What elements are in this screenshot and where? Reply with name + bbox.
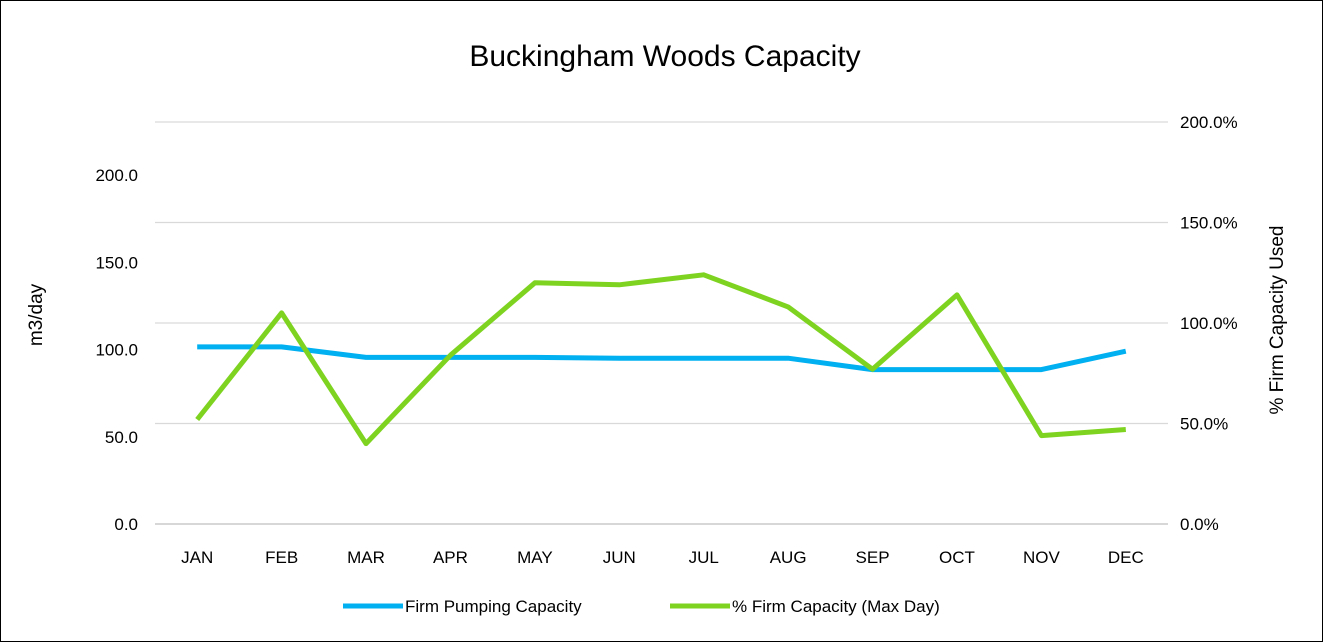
series-line-firm-pumping-capacity [197,344,1127,373]
right-tick-label: 100.0% [1180,314,1238,333]
x-tick-label: AUG [770,548,807,567]
left-tick-label: 150.0 [95,253,138,272]
series-line-firm-capacity-max-day [195,272,1126,447]
left-axis-title: m3/day [26,283,47,346]
legend-label-firm-capacity-max-day: % Firm Capacity (Max Day) [732,597,940,616]
legend-label-firm-pumping-capacity: Firm Pumping Capacity [405,597,582,616]
right-axis-ticks: 0.0% 50.0% 100.0% 150.0% 200.0% [1180,113,1238,534]
gridlines [155,121,1168,525]
x-tick-label: NOV [1023,548,1061,567]
x-tick-label: JUN [603,548,636,567]
left-tick-label: 50.0 [105,428,138,447]
series-lines [195,272,1127,447]
x-tick-label: MAY [517,548,553,567]
left-tick-label: 100.0 [95,341,138,360]
right-tick-label: 0.0% [1180,515,1219,534]
x-tick-label: MAR [347,548,385,567]
legend: Firm Pumping Capacity % Firm Capacity (M… [343,597,940,616]
x-tick-label: FEB [265,548,298,567]
left-tick-label: 0.0 [114,515,138,534]
right-tick-label: 150.0% [1180,214,1238,233]
left-axis-ticks: 0.0 50.0 100.0 150.0 200.0 [95,166,138,534]
right-tick-label: 200.0% [1180,113,1238,132]
x-tick-label: JUL [689,548,719,567]
right-tick-label: 50.0% [1180,415,1228,434]
x-tick-label: APR [433,548,468,567]
x-tick-label: JAN [181,548,213,567]
x-tick-label: SEP [856,548,890,567]
left-tick-label: 200.0 [95,166,138,185]
chart-title: Buckingham Woods Capacity [469,40,860,73]
x-tick-label: OCT [939,548,975,567]
x-tick-label: DEC [1108,548,1144,567]
x-axis-ticks: JAN FEB MAR APR MAY JUN JUL AUG SEP OCT NOV DEC [181,548,1144,567]
right-axis-title: % Firm Capacity Used [1267,226,1288,415]
